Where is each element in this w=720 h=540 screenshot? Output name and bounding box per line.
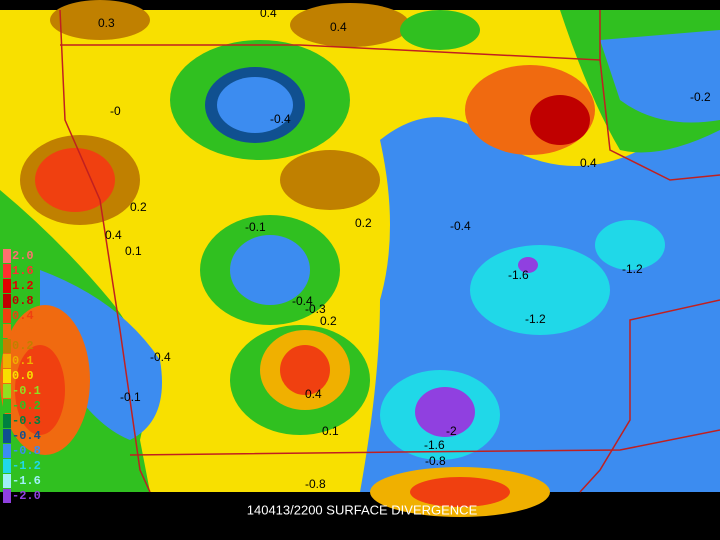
legend-swatch (3, 369, 11, 383)
contour-label: -1.2 (622, 262, 643, 276)
contour-label: -1.6 (508, 268, 529, 282)
color-legend: 2.01.61.20.80.40.30.20.10.0-0.1-0.2-0.3-… (3, 249, 41, 503)
contour-label: -0.4 (450, 219, 471, 233)
legend-label: 0.1 (12, 354, 34, 368)
legend-label: 0.3 (12, 324, 34, 338)
legend-swatch (3, 279, 11, 293)
contour-label: -2 (446, 424, 457, 438)
contour-label: -0.1 (245, 220, 266, 234)
contour-label: 0.4 (105, 228, 122, 242)
contour-label: -0.4 (292, 294, 313, 308)
legend-swatch (3, 414, 11, 428)
legend-label: 0.8 (12, 294, 34, 308)
contour-label: -0.8 (425, 454, 446, 468)
contour-label: -1.2 (525, 312, 546, 326)
legend-swatch (3, 384, 11, 398)
legend-label: -0.1 (12, 384, 41, 398)
legend-label: -1.6 (12, 474, 41, 488)
contour-labels: 0.40.4-0.1 0.2-0-0.40.10.20.4-0.1-0.4-0.3… (98, 6, 711, 491)
map-field (0, 0, 720, 517)
legend-label: -1.2 (12, 459, 41, 473)
legend-label: -0.8 (12, 444, 41, 458)
legend-swatch (3, 309, 11, 323)
contour-label: 0.4 (330, 20, 347, 34)
legend-swatch (3, 429, 11, 443)
contour-label: -0.3 (305, 302, 326, 316)
map-title: 140413/2200 SURFACE DIVERGENCE (247, 502, 478, 517)
legend-label: -0.3 (12, 414, 41, 428)
legend-swatch (3, 324, 11, 338)
contour-label: 0.4 (305, 387, 322, 401)
contour-label: 0.2 (130, 200, 147, 214)
contour-label: -0.1 (120, 390, 141, 404)
legend-swatch (3, 459, 11, 473)
contour-label: -0.2 (690, 90, 711, 104)
legend-swatch (3, 249, 11, 263)
legend-label: -0.4 (12, 429, 41, 443)
contour-label: 0.1 (322, 424, 339, 438)
legend-label: 0.4 (12, 309, 34, 323)
contour-label: 0.3 (98, 16, 115, 30)
legend-swatch (3, 399, 11, 413)
legend-label: 1.2 (12, 279, 34, 293)
contour-label: -1.6 (424, 438, 445, 452)
legend-swatch (3, 339, 11, 353)
contour-label: -0.4 (270, 112, 291, 126)
legend-label: 1.6 (12, 264, 34, 278)
legend-swatch (3, 294, 11, 308)
legend-swatch (3, 489, 11, 503)
contour-label: 0.4 (260, 6, 277, 20)
contour-label: -0 (110, 104, 121, 118)
legend-swatch (3, 444, 11, 458)
contour-label: -0.4 (150, 350, 171, 364)
contour-label: 0.4 (580, 156, 597, 170)
legend-label: -2.0 (12, 489, 41, 503)
contour-label: 0.2 (355, 216, 372, 230)
legend-swatch (3, 354, 11, 368)
legend-swatch (3, 474, 11, 488)
legend-label: 0.0 (12, 369, 34, 383)
legend-label: 2.0 (12, 249, 34, 263)
contour-label: 0.2 (320, 314, 337, 328)
legend-swatch (3, 264, 11, 278)
legend-label: -0.2 (12, 399, 41, 413)
contour-label: -0.8 (305, 477, 326, 491)
contour-label: 0.1 (125, 244, 142, 258)
legend-label: 0.2 (12, 339, 34, 353)
